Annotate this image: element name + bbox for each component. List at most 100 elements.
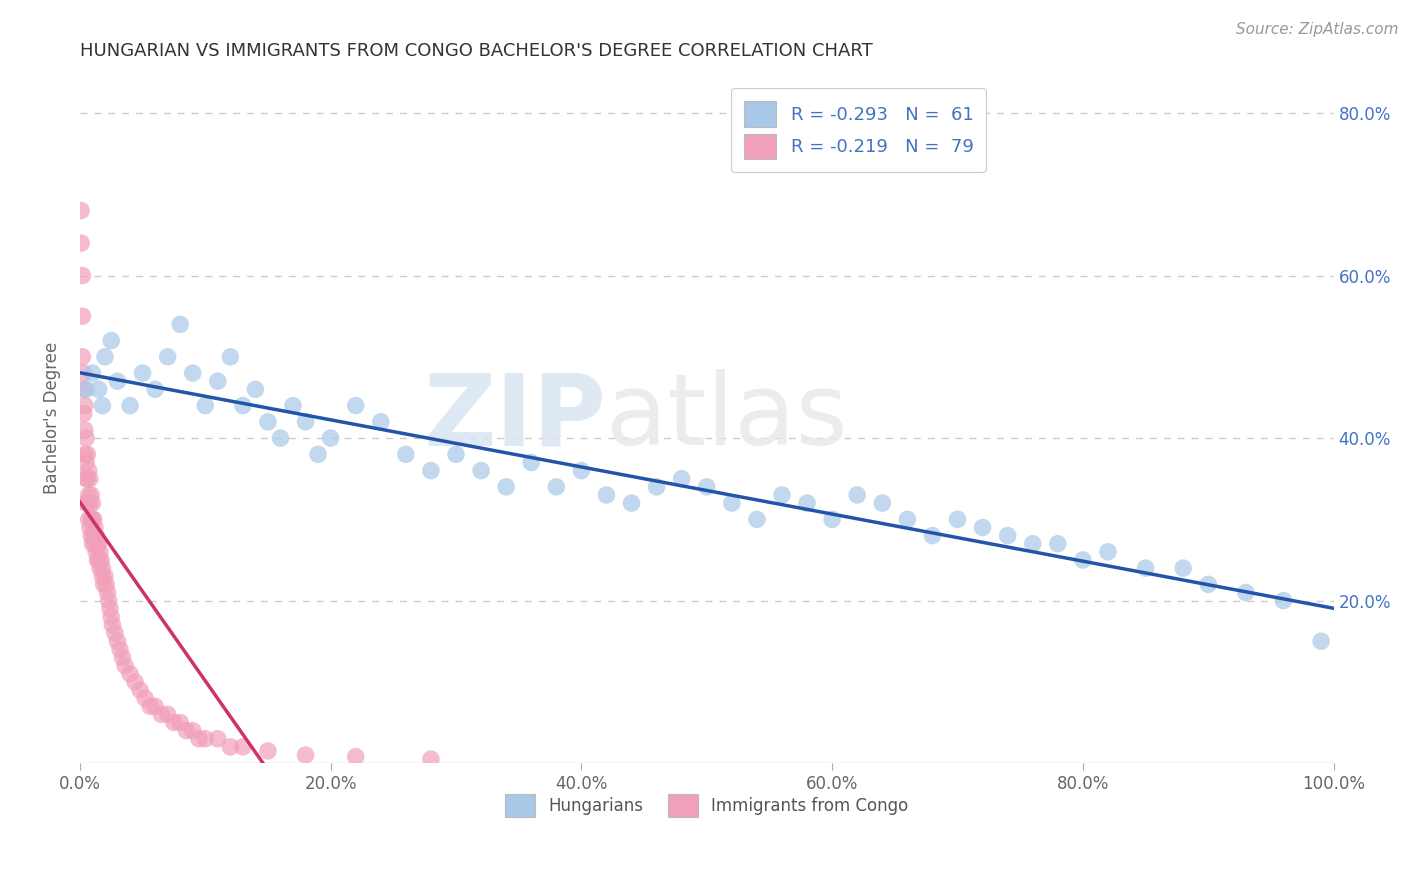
Point <box>194 731 217 746</box>
Point <box>470 464 492 478</box>
Point <box>219 739 242 754</box>
Point <box>86 537 108 551</box>
Point <box>1197 577 1219 591</box>
Point <box>796 496 818 510</box>
Point <box>131 366 153 380</box>
Point <box>79 520 101 534</box>
Point <box>94 569 117 583</box>
Point <box>98 601 121 615</box>
Point <box>1046 537 1069 551</box>
Point <box>181 366 204 380</box>
Point <box>872 496 894 510</box>
Point <box>921 528 943 542</box>
Point <box>118 666 141 681</box>
Point <box>232 739 254 754</box>
Point <box>82 537 104 551</box>
Point <box>846 488 869 502</box>
Point <box>89 561 111 575</box>
Point <box>96 577 118 591</box>
Point <box>108 642 131 657</box>
Point <box>1071 553 1094 567</box>
Point <box>75 472 97 486</box>
Point <box>82 496 104 510</box>
Point <box>370 415 392 429</box>
Point <box>87 537 110 551</box>
Point <box>821 512 844 526</box>
Point <box>156 707 179 722</box>
Text: Source: ZipAtlas.com: Source: ZipAtlas.com <box>1236 22 1399 37</box>
Y-axis label: Bachelor's Degree: Bachelor's Degree <box>44 342 60 494</box>
Point <box>419 752 441 766</box>
Point <box>118 399 141 413</box>
Point <box>90 553 112 567</box>
Point <box>1272 593 1295 607</box>
Point <box>73 399 96 413</box>
Point <box>114 658 136 673</box>
Text: atlas: atlas <box>606 369 848 467</box>
Point <box>163 715 186 730</box>
Point <box>1234 585 1257 599</box>
Point <box>87 382 110 396</box>
Point <box>77 464 100 478</box>
Point <box>77 488 100 502</box>
Point <box>72 309 94 323</box>
Point <box>946 512 969 526</box>
Text: HUNGARIAN VS IMMIGRANTS FROM CONGO BACHELOR'S DEGREE CORRELATION CHART: HUNGARIAN VS IMMIGRANTS FROM CONGO BACHE… <box>80 42 873 60</box>
Point <box>319 431 342 445</box>
Point <box>100 334 122 348</box>
Point <box>96 585 118 599</box>
Point <box>84 520 107 534</box>
Point <box>75 455 97 469</box>
Point <box>294 415 316 429</box>
Point <box>1097 545 1119 559</box>
Point <box>181 723 204 738</box>
Point <box>107 634 129 648</box>
Point <box>72 268 94 283</box>
Point <box>972 520 994 534</box>
Point <box>86 553 108 567</box>
Point <box>1022 537 1045 551</box>
Point <box>84 528 107 542</box>
Point <box>721 496 744 510</box>
Text: ZIP: ZIP <box>423 369 606 467</box>
Point <box>770 488 793 502</box>
Point <box>495 480 517 494</box>
Point <box>139 699 162 714</box>
Point <box>207 731 229 746</box>
Point <box>129 683 152 698</box>
Point <box>73 447 96 461</box>
Point <box>80 488 103 502</box>
Point <box>76 472 98 486</box>
Point <box>80 512 103 526</box>
Point <box>307 447 329 461</box>
Point <box>93 577 115 591</box>
Point <box>75 382 97 396</box>
Point <box>91 399 114 413</box>
Point <box>219 350 242 364</box>
Point <box>232 399 254 413</box>
Point <box>188 731 211 746</box>
Point <box>72 350 94 364</box>
Point <box>745 512 768 526</box>
Point <box>83 512 105 526</box>
Point <box>1173 561 1195 575</box>
Point <box>294 747 316 762</box>
Point <box>76 447 98 461</box>
Point <box>176 723 198 738</box>
Point <box>111 650 134 665</box>
Point <box>569 464 592 478</box>
Point <box>83 528 105 542</box>
Point <box>143 382 166 396</box>
Point <box>444 447 467 461</box>
Point <box>72 407 94 421</box>
Point <box>80 528 103 542</box>
Point <box>76 496 98 510</box>
Point <box>91 569 114 583</box>
Point <box>269 431 291 445</box>
Point <box>87 553 110 567</box>
Point <box>696 480 718 494</box>
Point <box>671 472 693 486</box>
Point <box>73 423 96 437</box>
Point <box>89 545 111 559</box>
Point <box>281 399 304 413</box>
